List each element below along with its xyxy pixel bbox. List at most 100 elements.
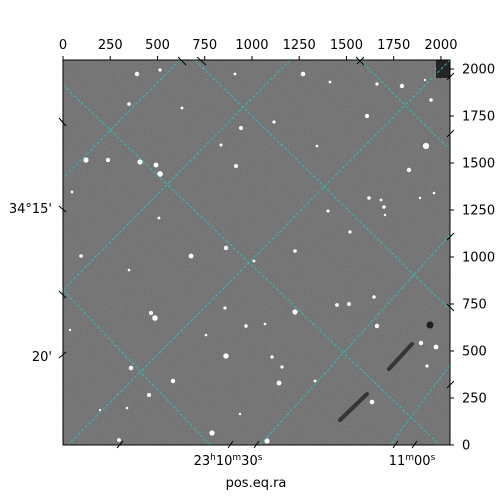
star bbox=[219, 143, 223, 147]
satellite-streaks bbox=[338, 342, 414, 422]
star bbox=[137, 159, 143, 165]
star bbox=[423, 78, 427, 82]
wcs-tick-mark bbox=[446, 303, 455, 312]
star bbox=[315, 144, 319, 148]
top-tick-label: 500 bbox=[145, 38, 170, 53]
star bbox=[204, 333, 208, 337]
left-dec-axis: 34°15' 20' bbox=[9, 202, 52, 365]
star bbox=[293, 249, 297, 253]
star bbox=[188, 253, 194, 259]
star bbox=[264, 438, 270, 444]
star bbox=[223, 353, 229, 359]
star bbox=[149, 311, 153, 315]
bottom-ra-axis: 23h10m30s 11m00s bbox=[194, 453, 436, 469]
star bbox=[347, 302, 351, 306]
image-panel bbox=[63, 60, 450, 445]
star bbox=[79, 254, 83, 258]
sky-noise bbox=[63, 60, 450, 445]
right-tick-label: 750 bbox=[462, 298, 487, 313]
wcs-tick-mark bbox=[58, 205, 67, 213]
star bbox=[276, 380, 282, 386]
star bbox=[128, 365, 134, 371]
star bbox=[300, 71, 306, 77]
star bbox=[348, 230, 352, 234]
star bbox=[372, 295, 376, 299]
star bbox=[406, 167, 412, 173]
top-tick-label: 1000 bbox=[235, 38, 268, 53]
star bbox=[374, 323, 380, 329]
star bbox=[280, 365, 284, 369]
star bbox=[70, 190, 74, 194]
top-tick-label: 2000 bbox=[424, 38, 457, 53]
grid-line bbox=[63, 289, 211, 445]
dec-tick-label: 34°15' bbox=[9, 202, 52, 217]
star bbox=[134, 71, 140, 77]
star bbox=[432, 191, 436, 195]
streak bbox=[387, 342, 414, 371]
grid-line bbox=[67, 60, 450, 445]
wcs-tick-mark bbox=[446, 129, 455, 138]
grid-line bbox=[359, 60, 450, 151]
wcs-tick-mark bbox=[392, 440, 399, 449]
corner-artifact bbox=[436, 60, 450, 78]
top-x-axis: 0 250 500 750 1000 1250 1500 1750 2000 bbox=[59, 38, 457, 60]
right-tick-label: 1000 bbox=[462, 251, 495, 266]
star bbox=[170, 378, 176, 384]
star bbox=[157, 171, 163, 177]
wcs-tick-mark bbox=[58, 351, 67, 359]
star bbox=[335, 303, 339, 307]
star bbox=[68, 328, 72, 332]
star bbox=[127, 102, 131, 106]
star bbox=[239, 126, 243, 130]
star bbox=[125, 406, 129, 410]
star bbox=[364, 113, 370, 119]
grid-line bbox=[63, 60, 181, 179]
top-tick-label: 750 bbox=[192, 38, 217, 53]
star bbox=[153, 162, 159, 168]
top-tick-label: 1750 bbox=[377, 38, 410, 53]
wcs-tick-mark bbox=[411, 440, 418, 449]
star bbox=[209, 430, 215, 436]
right-tick-label: 0 bbox=[462, 439, 470, 454]
star bbox=[147, 393, 151, 397]
star bbox=[425, 364, 429, 368]
star bbox=[272, 120, 276, 124]
star bbox=[379, 198, 383, 202]
grid-line bbox=[63, 60, 291, 291]
star bbox=[326, 209, 330, 213]
star bbox=[433, 344, 439, 350]
star bbox=[105, 157, 111, 163]
star bbox=[127, 268, 131, 272]
wcs-tick-mark bbox=[356, 56, 365, 65]
x-axis-label: pos.eq.ra bbox=[226, 476, 287, 491]
star bbox=[375, 82, 379, 86]
star bbox=[152, 315, 158, 321]
star bbox=[234, 164, 238, 168]
right-y-axis: 0 250 500 750 1000 1250 1500 1750 2000 bbox=[450, 63, 495, 454]
star bbox=[157, 216, 161, 220]
star bbox=[83, 157, 89, 163]
wcs-tick-mark bbox=[177, 56, 187, 66]
wcs-tick-mark bbox=[58, 290, 67, 299]
star bbox=[180, 106, 184, 110]
star bbox=[418, 340, 424, 346]
grid-line bbox=[389, 364, 450, 445]
star bbox=[223, 306, 227, 310]
right-tick-label: 500 bbox=[462, 345, 487, 360]
wcs-tick-mark bbox=[446, 72, 455, 81]
star bbox=[117, 438, 121, 442]
right-tick-label: 2000 bbox=[462, 63, 495, 78]
star bbox=[422, 142, 430, 150]
star bbox=[233, 72, 237, 76]
wcs-tick-mark bbox=[116, 440, 124, 449]
top-tick-label: 1250 bbox=[283, 38, 316, 53]
star bbox=[328, 80, 332, 84]
right-tick-label: 1500 bbox=[462, 157, 495, 172]
star bbox=[98, 408, 102, 412]
grid-line bbox=[259, 234, 450, 445]
ra-tick-label: 23h10m30s bbox=[194, 453, 263, 469]
star bbox=[382, 205, 386, 209]
star bbox=[270, 355, 274, 359]
wcs-tick-mark bbox=[58, 117, 67, 127]
